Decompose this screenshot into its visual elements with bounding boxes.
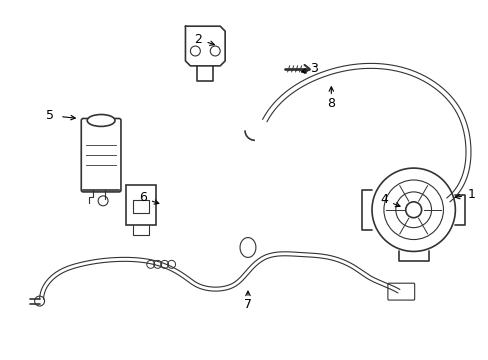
Text: 3: 3 — [310, 62, 318, 75]
Text: 7: 7 — [244, 297, 251, 311]
Text: 8: 8 — [326, 97, 335, 110]
Circle shape — [405, 202, 421, 218]
Text: 6: 6 — [139, 192, 146, 204]
Text: 1: 1 — [467, 188, 474, 201]
Circle shape — [210, 46, 220, 56]
Circle shape — [190, 46, 200, 56]
Circle shape — [371, 168, 454, 251]
FancyBboxPatch shape — [81, 118, 121, 192]
Text: 5: 5 — [45, 109, 53, 122]
Circle shape — [383, 180, 443, 239]
Text: 4: 4 — [379, 193, 387, 206]
Text: 2: 2 — [194, 33, 202, 46]
Circle shape — [35, 296, 44, 306]
Bar — [126, 185, 155, 225]
FancyBboxPatch shape — [387, 283, 414, 300]
Ellipse shape — [87, 114, 115, 126]
Circle shape — [395, 192, 431, 228]
Circle shape — [98, 196, 108, 206]
